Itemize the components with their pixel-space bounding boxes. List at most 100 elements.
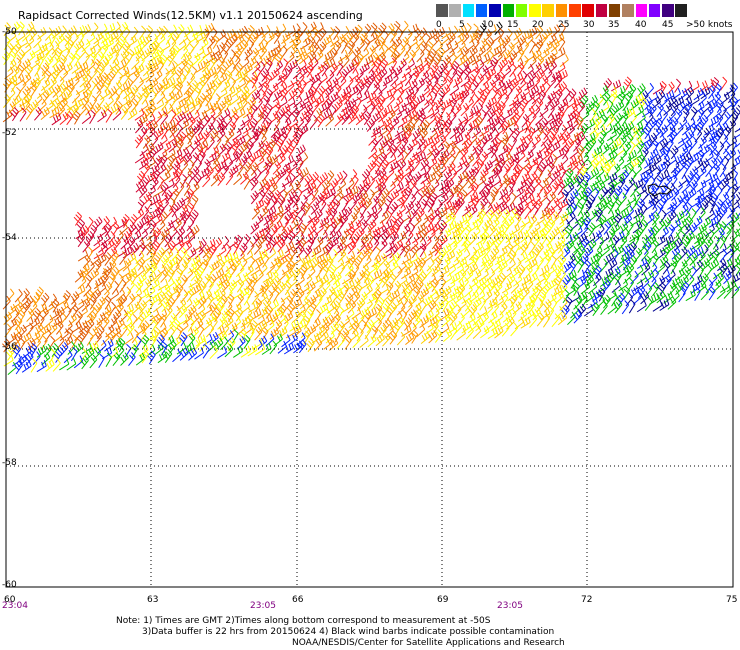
wind-barb	[511, 112, 521, 127]
wind-barb	[2, 109, 13, 123]
wind-barb	[554, 117, 563, 132]
wind-barb	[289, 288, 297, 303]
wind-barb	[96, 253, 107, 267]
wind-barb	[551, 24, 561, 38]
wind-barb	[62, 290, 71, 305]
wind-barb	[356, 81, 365, 96]
wind-barb	[681, 122, 692, 136]
wind-barb	[333, 214, 343, 229]
wind-barb	[30, 358, 38, 373]
wind-barb	[607, 128, 617, 142]
wind-barb	[363, 312, 371, 327]
wind-barb	[401, 165, 412, 179]
wind-barb	[690, 281, 701, 294]
wind-barb	[408, 208, 418, 223]
wind-barb	[217, 128, 226, 142]
wind-barb	[520, 97, 529, 112]
wind-barb	[45, 42, 54, 56]
wind-barb	[198, 110, 208, 123]
wind-barb	[532, 176, 542, 190]
wind-barb	[385, 295, 394, 310]
wind-barb	[127, 107, 138, 121]
wind-barb	[568, 88, 577, 103]
wind-barb	[318, 287, 327, 301]
wind-barb	[10, 37, 20, 51]
wind-barb	[258, 177, 268, 191]
wind-barb	[347, 269, 357, 284]
wind-barb	[254, 199, 265, 212]
wind-barb	[648, 132, 658, 147]
wind-barb	[52, 98, 62, 112]
wind-barb	[112, 107, 122, 121]
wind-barb	[307, 294, 317, 309]
wind-barb	[465, 183, 475, 197]
wind-barb	[206, 152, 217, 165]
wind-barb	[167, 24, 177, 38]
wind-barb	[234, 148, 243, 163]
wind-barb	[476, 276, 487, 289]
wind-barb	[704, 207, 715, 221]
wind-barb	[296, 244, 305, 259]
wind-barb	[515, 205, 524, 220]
wind-barb	[36, 360, 47, 373]
wind-barb	[22, 331, 32, 345]
wind-barb	[424, 207, 434, 220]
wind-barb	[319, 216, 330, 229]
wind-barb	[261, 342, 272, 355]
wind-barb	[53, 348, 63, 363]
wind-barb	[48, 335, 56, 350]
wind-barb	[190, 181, 200, 195]
wind-barb	[656, 275, 666, 289]
wind-barb	[347, 255, 356, 270]
wind-barb	[101, 216, 110, 230]
wind-barb	[576, 276, 587, 289]
wind-barb	[142, 307, 152, 321]
wind-barb	[179, 217, 187, 232]
wind-barb	[554, 190, 565, 204]
wind-barb	[291, 254, 302, 267]
wind-barb	[615, 257, 625, 271]
wind-barb	[644, 96, 653, 111]
wind-barb	[265, 73, 273, 88]
wind-barb	[284, 240, 295, 254]
wind-barb	[465, 153, 475, 167]
wind-barb	[141, 320, 150, 335]
wind-barb	[550, 140, 561, 154]
wind-barb	[59, 68, 69, 82]
wind-barb	[330, 178, 339, 192]
wind-barb	[208, 243, 217, 258]
wind-barb	[529, 171, 538, 185]
wind-barb	[626, 193, 637, 206]
wind-barb	[199, 338, 208, 352]
wind-barb	[253, 26, 264, 40]
wind-barb	[333, 70, 343, 84]
wind-barb	[603, 77, 612, 92]
wind-barb	[128, 91, 136, 106]
wind-barb	[719, 121, 729, 135]
wind-barb	[424, 107, 435, 120]
wind-barb	[498, 144, 509, 157]
wind-barb	[547, 119, 558, 132]
wind-barb	[116, 345, 125, 359]
wind-barb	[685, 172, 694, 187]
wind-barb	[278, 72, 288, 87]
wind-barb	[177, 131, 187, 146]
wind-barb	[186, 130, 195, 145]
wind-barb	[281, 217, 290, 232]
wind-barb	[299, 167, 310, 180]
wind-barb	[12, 344, 21, 359]
wind-barb	[558, 81, 567, 95]
wind-barb	[340, 170, 348, 185]
wind-barb	[550, 153, 558, 168]
wind-barb	[446, 75, 454, 90]
wind-barb	[191, 194, 199, 209]
wind-barb	[476, 216, 484, 231]
wind-barb	[11, 21, 21, 35]
wind-barb	[164, 189, 173, 204]
wind-barb	[426, 257, 435, 272]
wind-barb	[493, 281, 503, 295]
wind-barb	[656, 290, 666, 304]
wind-barb	[723, 170, 734, 184]
wind-barb	[389, 85, 397, 100]
wind-barb	[722, 140, 731, 155]
